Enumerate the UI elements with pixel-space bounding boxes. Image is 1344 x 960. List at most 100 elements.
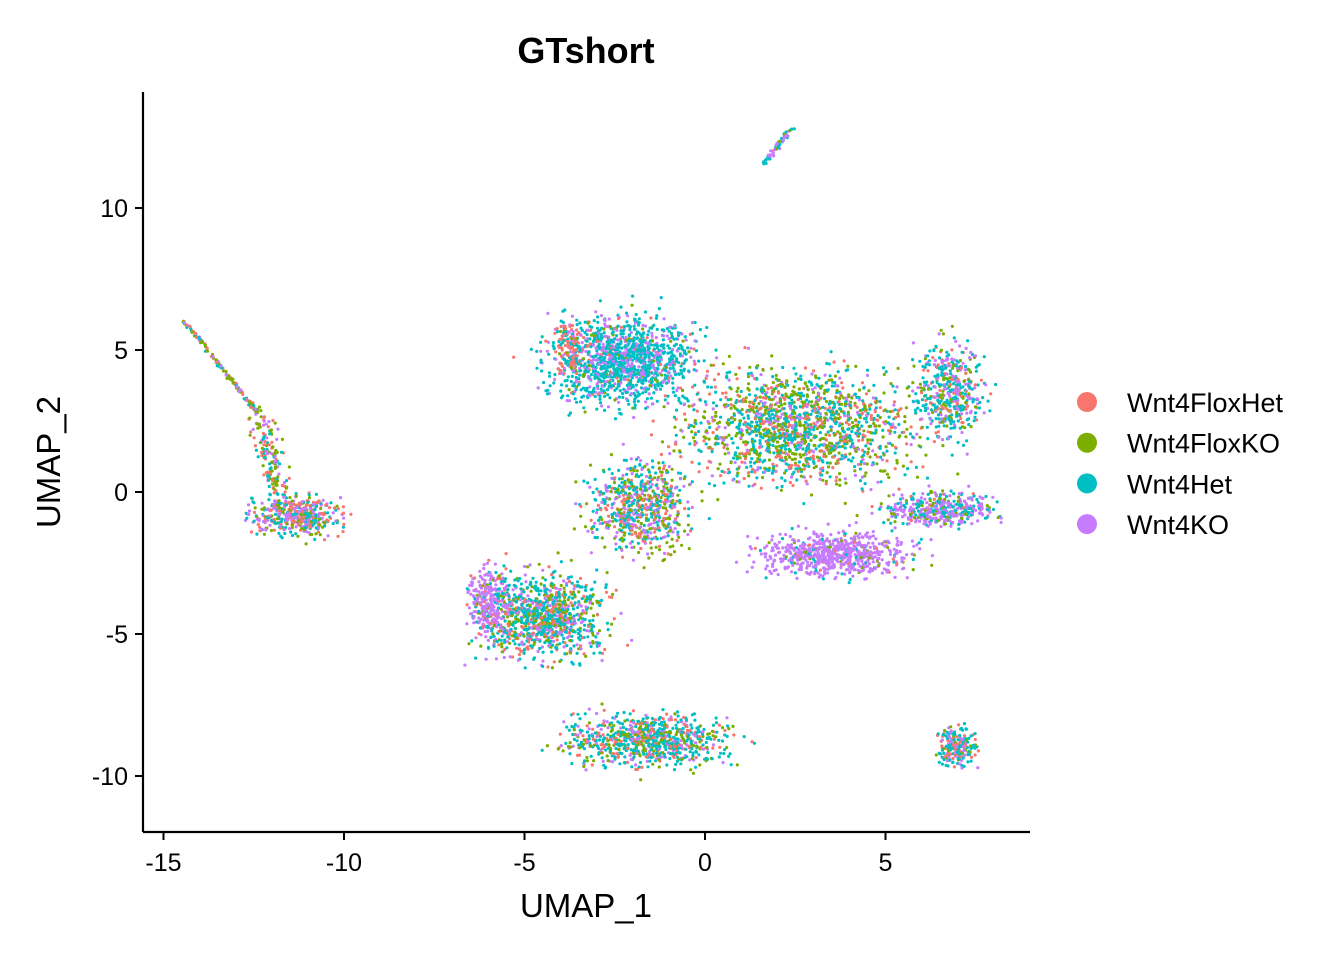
point-Wnt4KO	[893, 502, 898, 506]
point-Wnt4FloxHet	[711, 419, 715, 423]
point-Wnt4FloxHet	[796, 464, 800, 468]
point-Wnt4FloxKO	[678, 449, 682, 453]
point-Wnt4Het	[638, 463, 642, 467]
point-Wnt4FloxKO	[886, 518, 890, 522]
point-Wnt4KO	[880, 458, 885, 462]
point-Wnt4KO	[622, 506, 626, 510]
point-Wnt4KO	[689, 355, 693, 359]
point-Wnt4FloxKO	[723, 443, 727, 447]
point-Wnt4Het	[792, 366, 796, 370]
point-Wnt4Het	[519, 587, 523, 591]
point-Wnt4FloxHet	[964, 389, 968, 393]
point-Wnt4FloxHet	[616, 316, 621, 321]
point-Wnt4FloxKO	[849, 416, 853, 420]
point-Wnt4FloxKO	[825, 471, 829, 475]
point-Wnt4Het	[614, 547, 618, 552]
point-Wnt4FloxHet	[683, 507, 687, 511]
point-Wnt4FloxKO	[203, 343, 207, 347]
point-Wnt4Het	[604, 585, 608, 590]
point-Wnt4KO	[970, 522, 974, 526]
point-Wnt4KO	[254, 412, 258, 416]
point-Wnt4Het	[283, 531, 287, 536]
point-Wnt4Het	[637, 765, 641, 769]
point-Wnt4KO	[342, 516, 346, 520]
point-Wnt4Het	[770, 412, 775, 416]
point-Wnt4Het	[693, 383, 697, 387]
point-Wnt4FloxKO	[918, 382, 923, 386]
point-Wnt4Het	[671, 376, 675, 380]
point-Wnt4FloxKO	[556, 551, 560, 555]
point-Wnt4Het	[686, 399, 690, 403]
point-Wnt4Het	[825, 461, 830, 465]
point-Wnt4KO	[999, 520, 1003, 525]
point-Wnt4FloxKO	[862, 429, 866, 433]
point-Wnt4Het	[578, 321, 582, 325]
point-Wnt4FloxHet	[885, 459, 889, 463]
point-Wnt4FloxKO	[558, 329, 563, 334]
point-Wnt4Het	[643, 346, 647, 350]
point-Wnt4Het	[952, 382, 956, 386]
point-Wnt4FloxKO	[729, 416, 733, 420]
point-Wnt4KO	[991, 495, 995, 499]
point-Wnt4KO	[578, 366, 582, 371]
point-Wnt4Het	[944, 494, 949, 499]
point-Wnt4FloxKO	[763, 408, 768, 413]
point-Wnt4FloxHet	[631, 709, 636, 713]
point-Wnt4KO	[477, 580, 481, 584]
point-Wnt4Het	[838, 424, 842, 428]
point-Wnt4Het	[632, 336, 636, 340]
point-Wnt4FloxKO	[758, 431, 762, 435]
point-Wnt4FloxKO	[556, 747, 560, 751]
point-Wnt4KO	[573, 621, 578, 625]
point-Wnt4Het	[961, 443, 966, 447]
point-Wnt4Het	[711, 723, 716, 727]
point-Wnt4FloxKO	[687, 350, 691, 354]
point-Wnt4FloxHet	[804, 479, 808, 483]
point-Wnt4FloxHet	[905, 442, 909, 446]
point-Wnt4KO	[777, 540, 781, 544]
point-Wnt4FloxHet	[921, 465, 925, 469]
point-Wnt4KO	[493, 562, 497, 566]
point-Wnt4Het	[255, 532, 259, 536]
point-Wnt4KO	[499, 623, 503, 627]
point-Wnt4FloxHet	[682, 722, 686, 726]
point-Wnt4Het	[751, 445, 756, 449]
point-Wnt4KO	[964, 346, 968, 350]
point-Wnt4KO	[600, 404, 604, 408]
point-Wnt4FloxHet	[878, 406, 882, 410]
point-Wnt4FloxKO	[261, 464, 265, 468]
point-Wnt4Het	[591, 509, 595, 513]
point-Wnt4KO	[622, 485, 626, 489]
point-Wnt4FloxKO	[898, 434, 902, 438]
point-Wnt4Het	[919, 408, 923, 413]
point-Wnt4Het	[619, 523, 623, 528]
point-Wnt4FloxKO	[665, 541, 669, 545]
point-Wnt4Het	[994, 382, 998, 387]
point-Wnt4Het	[972, 504, 976, 508]
point-Wnt4FloxHet	[860, 411, 865, 415]
point-Wnt4Het	[540, 369, 544, 373]
point-Wnt4Het	[868, 407, 872, 411]
point-Wnt4FloxKO	[869, 438, 873, 442]
point-Wnt4FloxKO	[269, 428, 273, 432]
point-Wnt4Het	[585, 333, 589, 337]
point-Wnt4Het	[967, 417, 971, 421]
point-Wnt4KO	[511, 588, 515, 592]
point-Wnt4Het	[937, 356, 942, 360]
point-Wnt4Het	[596, 315, 600, 319]
point-Wnt4FloxHet	[857, 439, 861, 443]
point-Wnt4FloxHet	[719, 474, 723, 478]
point-Wnt4FloxHet	[705, 369, 710, 373]
point-Wnt4KO	[557, 630, 562, 635]
point-Wnt4KO	[948, 364, 952, 368]
point-Wnt4FloxHet	[603, 647, 607, 652]
point-Wnt4FloxHet	[603, 520, 607, 524]
point-Wnt4FloxHet	[938, 388, 942, 392]
point-Wnt4Het	[850, 429, 854, 434]
point-Wnt4FloxKO	[323, 521, 327, 525]
point-Wnt4Het	[666, 534, 670, 538]
point-Wnt4FloxHet	[469, 574, 473, 578]
point-Wnt4Het	[600, 598, 604, 603]
point-Wnt4FloxHet	[634, 767, 638, 772]
point-Wnt4FloxKO	[797, 387, 802, 391]
